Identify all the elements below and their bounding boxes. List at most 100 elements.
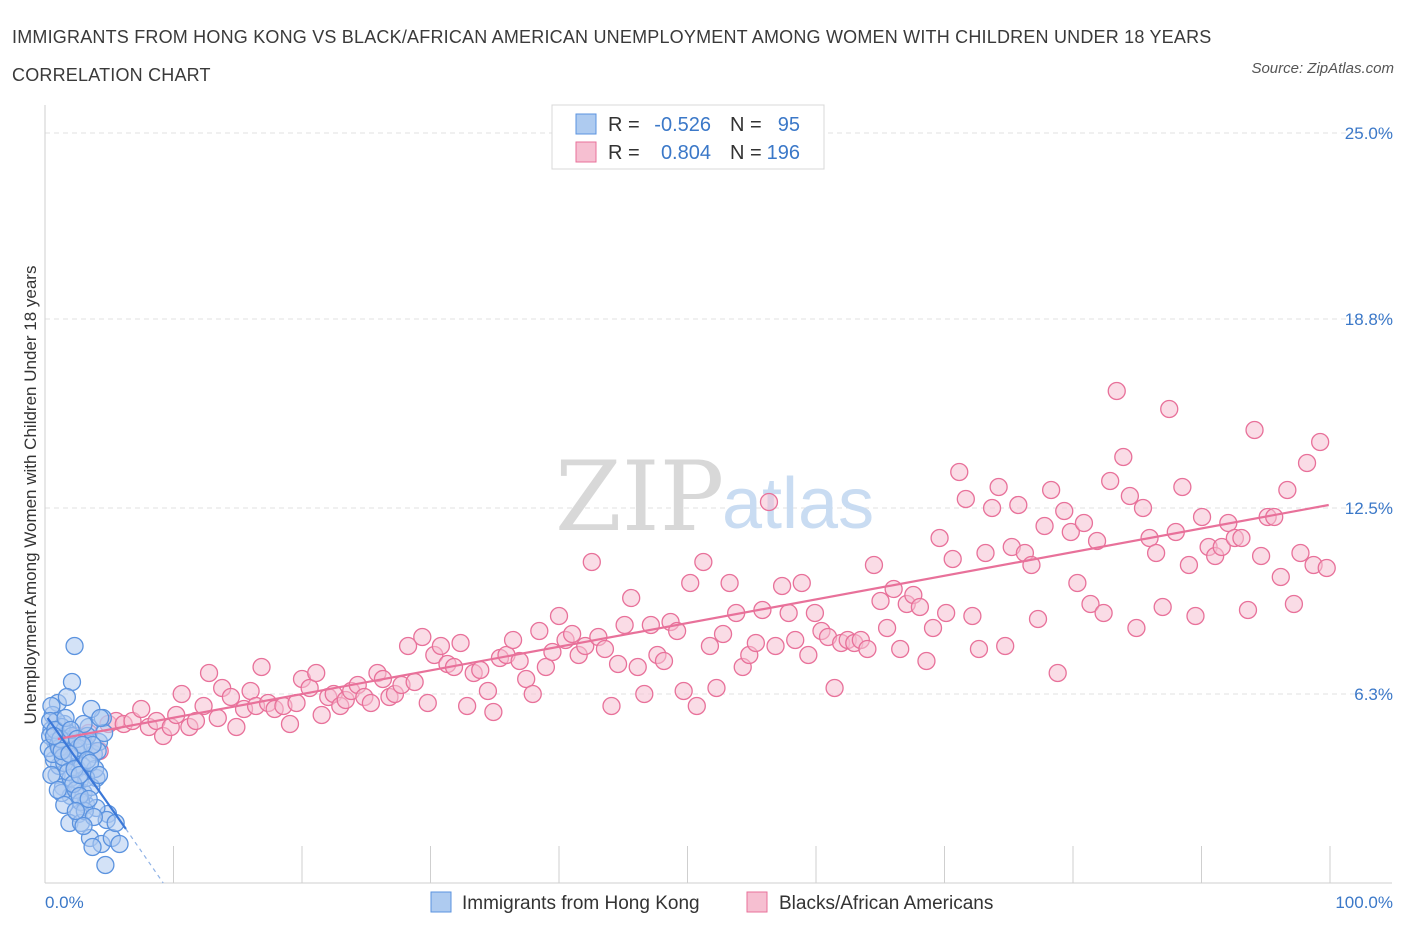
blacks-point-128 (917, 651, 936, 671)
legend-box (551, 104, 825, 170)
blacks-point-8 (132, 699, 151, 719)
trend-line-hongkong (46, 717, 127, 830)
bottom-legend: Immigrants from Hong Kong Blacks/African… (430, 891, 993, 914)
blacks-point-110 (799, 645, 818, 665)
blacks-point-164 (1153, 597, 1172, 617)
blacks-point-160 (1127, 618, 1146, 638)
blacks-point-21 (221, 687, 241, 707)
blacks-point-119 (858, 639, 877, 659)
x-tick-right: 100.0% (1335, 893, 1393, 912)
blacks-point-153 (1081, 594, 1100, 614)
blacks-point-127 (910, 597, 930, 617)
blacks-point-155 (1094, 603, 1113, 623)
blacks-point-157 (1107, 381, 1126, 401)
blacks-point-95 (700, 636, 720, 656)
blacks-point-84 (628, 657, 647, 677)
blacks-point-130 (930, 528, 949, 548)
blacks-point-98 (720, 573, 739, 593)
axes (44, 105, 1392, 884)
blacks-point-136 (969, 639, 989, 659)
blacks-point-152 (1074, 513, 1094, 533)
blacks-point-74 (562, 624, 582, 644)
blacks-point-176 (1232, 528, 1251, 548)
blacks-point-156 (1101, 471, 1120, 491)
legend-n-label-2: N = (730, 142, 762, 164)
blacks-point-19 (208, 708, 227, 728)
bottom-legend-label-hongkong: Immigrants from Hong Kong (462, 893, 700, 914)
blacks-point-139 (989, 477, 1008, 497)
blacks-point-80 (602, 696, 621, 716)
blacks-point-188 (1311, 432, 1330, 452)
blacks-point-132 (943, 549, 962, 569)
blacks-point-26 (252, 657, 271, 677)
blacks-point-96 (707, 678, 726, 698)
blacks-point-189 (1317, 558, 1336, 578)
trend-line-blacks (57, 503, 1329, 741)
blacks-point-186 (1297, 453, 1317, 473)
y-tick-label-3: 25.0% (1345, 124, 1393, 143)
blacks-point-149 (1055, 501, 1074, 521)
blacks-point-163 (1146, 543, 1166, 563)
blacks-point-91 (674, 681, 693, 701)
blacks-point-133 (950, 462, 969, 482)
blacks-point-150 (1061, 522, 1080, 542)
blacks-point-102 (746, 633, 766, 653)
blacks-point-148 (1048, 663, 1067, 683)
blacks-point-120 (864, 555, 884, 575)
hongkong-point-92 (66, 801, 85, 821)
blacks-point-109 (792, 573, 811, 593)
hongkong-point-54 (91, 708, 110, 728)
blacks-point-22 (227, 717, 246, 737)
blacks-point-83 (622, 588, 641, 608)
blacks-point-151 (1068, 573, 1087, 593)
blacks-point-35 (312, 705, 331, 725)
blacks-point-77 (582, 552, 601, 572)
blacks-point-158 (1114, 447, 1133, 467)
blacks-point-93 (687, 696, 706, 716)
blacks-point-183 (1278, 480, 1297, 500)
blacks-point-14 (172, 684, 191, 704)
blacks-point-54 (431, 636, 451, 656)
blacks-point-147 (1041, 480, 1061, 500)
legend-swatch-blue (575, 113, 597, 135)
legend-n-value-2: 196 (767, 142, 800, 164)
blacks-point-66 (510, 651, 529, 671)
x-tick-left: 0.0% (45, 893, 84, 912)
blacks-point-114 (825, 678, 844, 698)
series-hongkong-points (39, 636, 129, 875)
blacks-point-17 (194, 696, 213, 716)
blacks-point-124 (891, 639, 910, 659)
y-tick-label-2: 18.8% (1345, 310, 1393, 329)
hongkong-point-20 (65, 636, 84, 656)
watermark-zip: ZIP (555, 441, 724, 553)
watermark-atlas: atlas (722, 464, 874, 544)
blacks-point-70 (536, 657, 556, 677)
blacks-point-94 (694, 552, 713, 572)
blacks-point-85 (635, 684, 654, 704)
blacks-point-140 (996, 636, 1015, 656)
blacks-point-178 (1245, 420, 1264, 440)
blacks-point-146 (1035, 516, 1054, 536)
hongkong-point-33 (96, 855, 115, 875)
blacks-point-34 (307, 663, 326, 683)
blacks-point-173 (1212, 537, 1231, 557)
blacks-point-107 (779, 603, 798, 623)
blacks-point-121 (871, 591, 890, 611)
blacks-point-170 (1192, 507, 1212, 527)
bottom-legend-swatch-blue (430, 891, 452, 913)
hongkong-point-32 (110, 834, 129, 854)
blacks-point-18 (199, 663, 219, 683)
blacks-point-111 (805, 603, 825, 623)
hongkong-point-94 (83, 837, 102, 857)
blacks-point-131 (936, 603, 956, 623)
legend-r-label-1: R = (608, 114, 640, 136)
blacks-point-134 (956, 489, 975, 509)
hongkong-point-88 (89, 765, 109, 785)
blacks-point-57 (451, 633, 470, 653)
source-label: Source: ZipAtlas.com (1251, 60, 1394, 77)
trend-lines (46, 503, 1329, 884)
blacks-point-43 (361, 693, 381, 713)
blacks-point-167 (1173, 477, 1192, 497)
y-tick-label-1: 12.5% (1345, 499, 1393, 518)
